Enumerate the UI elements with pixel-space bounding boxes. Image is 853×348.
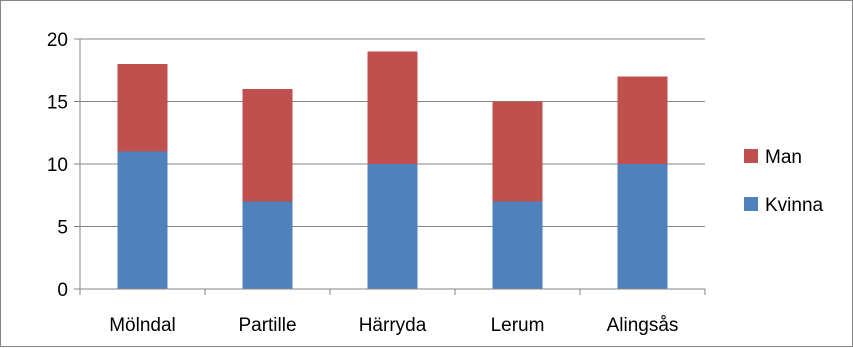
bar-man-3: [492, 101, 543, 202]
x-tick-label: Härryda: [359, 315, 427, 336]
y-tick-label: 10: [47, 155, 68, 176]
x-tick-label: Lerum: [491, 315, 545, 336]
bar-kvinna-1: [242, 201, 293, 289]
bar-man-0: [117, 64, 168, 152]
x-tick-label: Mölndal: [109, 315, 176, 336]
bar-kvinna-2: [367, 164, 418, 289]
axes: [74, 38, 706, 295]
legend-label-man: Man: [765, 147, 802, 168]
bar-kvinna-4: [617, 164, 668, 289]
legend: Man Kvinna: [744, 147, 824, 216]
bar-man-1: [242, 89, 293, 202]
x-tick-labels: Mölndal Partille Härryda Lerum Alingsås: [109, 315, 678, 336]
x-tick-label: Partille: [238, 315, 296, 336]
y-tick-label: 15: [47, 93, 68, 114]
legend-swatch-kvinna: [744, 197, 758, 211]
legend-label-kvinna: Kvinna: [765, 195, 824, 216]
bar-kvinna-0: [117, 151, 168, 289]
bar-man-2: [367, 51, 418, 164]
x-tick-label: Alingsås: [607, 315, 679, 336]
bar-man-4: [617, 76, 668, 164]
y-tick-label: 20: [47, 30, 68, 51]
y-tick-labels: 0 5 10 15 20: [47, 30, 68, 301]
y-tick-label: 5: [57, 218, 68, 239]
legend-swatch-man: [744, 149, 758, 163]
bar-kvinna-3: [492, 201, 543, 289]
y-tick-label: 0: [57, 280, 68, 301]
bars: [117, 51, 668, 289]
